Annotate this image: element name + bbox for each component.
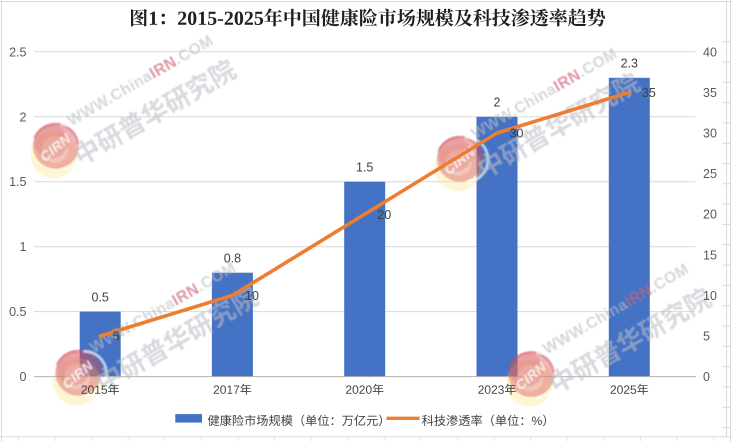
svg-text:30: 30 [510,127,524,141]
svg-text:25: 25 [703,167,717,181]
svg-text:2: 2 [494,96,501,110]
svg-text:35: 35 [642,86,656,100]
svg-text:2.3: 2.3 [621,57,638,71]
svg-text:10: 10 [703,289,717,303]
svg-text:1: 1 [20,240,27,254]
svg-text:0: 0 [20,370,27,384]
svg-text:1.5: 1.5 [9,175,26,189]
svg-text:2.5: 2.5 [9,45,26,59]
svg-text:5: 5 [703,330,710,344]
svg-text:0: 0 [703,370,710,384]
svg-text:2: 2 [20,110,27,124]
svg-text:35: 35 [703,86,717,100]
svg-text:0.8: 0.8 [224,251,241,265]
svg-text:20: 20 [703,208,717,222]
svg-text:30: 30 [703,127,717,141]
svg-text:15: 15 [703,248,717,262]
svg-text:1.5: 1.5 [356,160,373,174]
svg-text:20: 20 [377,208,391,222]
svg-text:10: 10 [245,289,259,303]
svg-text:5: 5 [113,330,120,344]
svg-text:0.5: 0.5 [92,290,109,304]
svg-text:40: 40 [703,45,717,59]
svg-text:0.5: 0.5 [9,305,26,319]
